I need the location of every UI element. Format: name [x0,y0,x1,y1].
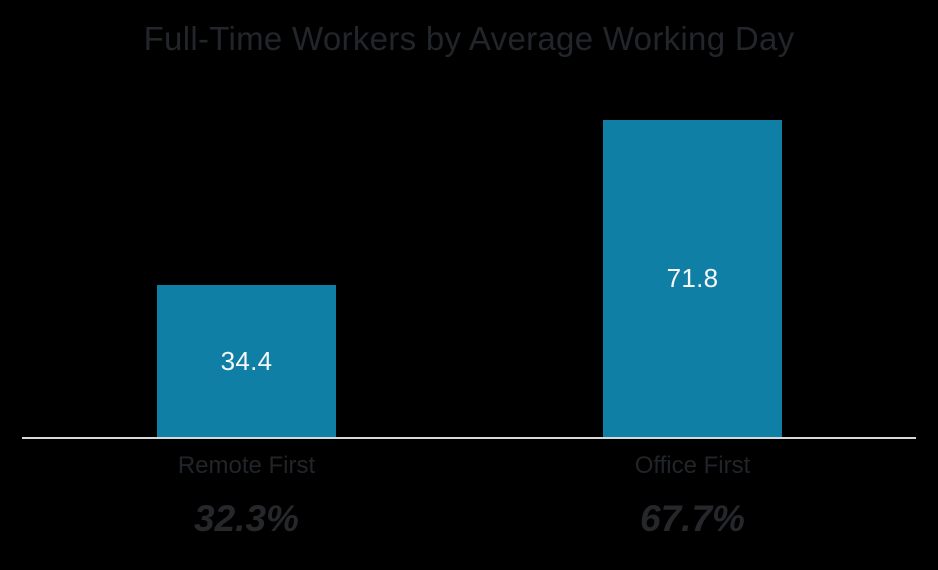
bar-value-label-remote-first: 34.4 [220,345,273,376]
x-axis-line [22,437,916,439]
share-label-office-first: 67.7% [640,498,745,539]
share-label-remote-first: 32.3% [194,498,299,539]
bar-value-label-office-first: 71.8 [666,263,719,293]
bar-remote-first: 34.4 [157,285,336,437]
category-label-remote-first: Remote First [177,452,316,479]
chart-title: Full-Time Workers by Average Working Day [143,20,795,57]
bar-office-first: 71.8 [603,120,782,437]
category-label-office-first: Office First [634,452,751,479]
